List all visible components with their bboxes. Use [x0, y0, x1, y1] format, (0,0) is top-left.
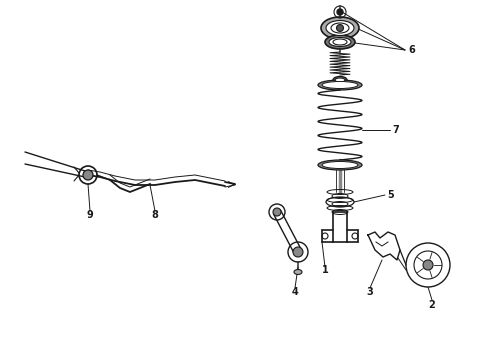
Ellipse shape [318, 160, 362, 170]
Ellipse shape [325, 35, 355, 49]
Text: 1: 1 [321, 265, 328, 275]
Text: 9: 9 [87, 210, 94, 220]
Text: 7: 7 [392, 125, 399, 135]
Ellipse shape [333, 77, 347, 84]
Ellipse shape [326, 21, 354, 36]
Ellipse shape [321, 17, 359, 39]
Ellipse shape [322, 81, 358, 89]
Text: 3: 3 [367, 287, 373, 297]
Circle shape [273, 208, 281, 216]
Ellipse shape [322, 162, 358, 168]
Text: 6: 6 [408, 45, 415, 55]
Circle shape [337, 9, 343, 15]
Text: 5: 5 [387, 190, 394, 200]
Ellipse shape [329, 37, 351, 46]
Circle shape [83, 170, 93, 180]
Circle shape [293, 247, 303, 257]
Ellipse shape [335, 78, 345, 82]
Text: 2: 2 [429, 300, 436, 310]
Ellipse shape [318, 80, 362, 90]
Text: 8: 8 [151, 210, 158, 220]
Ellipse shape [294, 270, 302, 275]
Circle shape [423, 260, 433, 270]
Circle shape [337, 24, 343, 32]
Text: 4: 4 [292, 287, 298, 297]
